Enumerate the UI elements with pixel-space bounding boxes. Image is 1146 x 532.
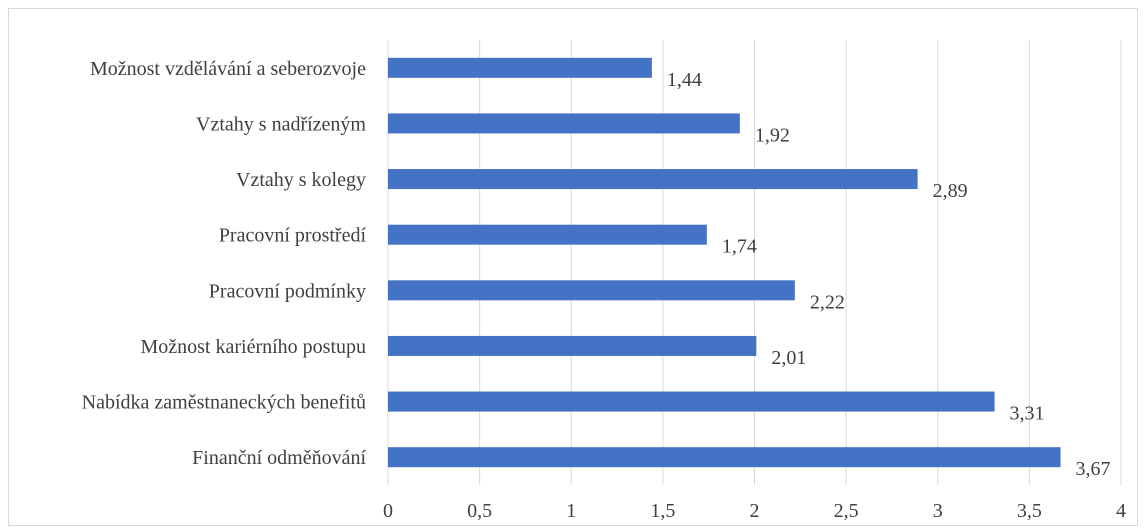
x-tick-label: 4 xyxy=(1116,500,1126,522)
data-label: 2,22 xyxy=(810,291,845,313)
category-label: Možnost vzdělávání a seberozvoje xyxy=(90,58,366,80)
x-tick-label: 2,5 xyxy=(834,500,859,522)
x-tick-label: 1,5 xyxy=(650,500,675,522)
x-tick-label: 1 xyxy=(566,500,576,522)
x-tick-label: 3,5 xyxy=(1017,500,1042,522)
bar xyxy=(388,57,652,78)
data-label: 3,67 xyxy=(1076,458,1111,480)
data-label: 2,01 xyxy=(771,347,806,369)
bar xyxy=(388,169,918,190)
category-label: Vztahy s nadřízeným xyxy=(196,113,366,135)
x-tick-label: 0 xyxy=(383,500,393,522)
category-label: Vztahy s kolegy xyxy=(236,169,366,191)
chart-frame xyxy=(8,8,1138,526)
bar xyxy=(388,447,1061,468)
x-tick-label: 2 xyxy=(750,500,760,522)
bar xyxy=(388,335,757,356)
data-label: 1,74 xyxy=(722,236,757,258)
category-label: Pracovní podmínky xyxy=(209,280,366,302)
bar xyxy=(388,224,707,245)
data-label: 1,92 xyxy=(755,124,790,146)
data-label: 3,31 xyxy=(1010,403,1045,425)
category-label: Možnost kariérního postupu xyxy=(140,336,366,358)
bar xyxy=(388,280,795,301)
bar xyxy=(388,113,740,134)
category-label: Finanční odměňování xyxy=(192,447,366,469)
x-tick-label: 0,5 xyxy=(467,500,492,522)
data-label: 1,44 xyxy=(667,69,702,91)
x-tick-label: 3 xyxy=(933,500,943,522)
category-label: Pracovní prostředí xyxy=(219,225,367,247)
bar xyxy=(388,391,995,412)
data-label: 2,89 xyxy=(933,180,968,202)
category-label: Nabídka zaměstnaneckých benefitů xyxy=(82,392,366,414)
